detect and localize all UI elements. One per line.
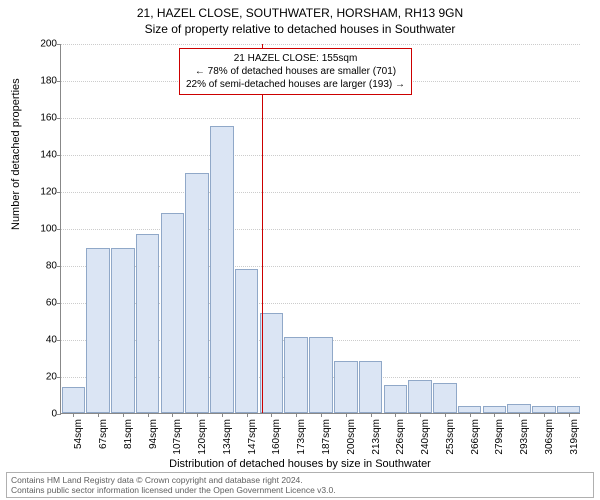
x-tick-label: 279sqm	[494, 419, 505, 455]
y-tick-label: 180	[40, 76, 57, 87]
histogram-bar	[86, 248, 110, 413]
y-tick-label: 120	[40, 187, 57, 198]
histogram-bar	[507, 404, 531, 413]
histogram-bar	[458, 406, 482, 413]
y-tick-label: 80	[46, 261, 57, 272]
gridline	[61, 229, 580, 230]
histogram-bar	[210, 126, 234, 413]
y-tick-label: 100	[40, 224, 57, 235]
x-tick-label: 213sqm	[371, 419, 382, 455]
histogram-bar	[235, 269, 259, 413]
histogram-bar	[136, 234, 160, 413]
gridline	[61, 192, 580, 193]
attribution-box: Contains HM Land Registry data © Crown c…	[6, 472, 594, 498]
annotation-line1: 21 HAZEL CLOSE: 155sqm	[186, 52, 405, 65]
x-tick-label: 67sqm	[98, 419, 109, 449]
gridline	[61, 155, 580, 156]
y-tick-label: 140	[40, 150, 57, 161]
chart-container: 21, HAZEL CLOSE, SOUTHWATER, HORSHAM, RH…	[0, 0, 600, 500]
histogram-bar	[284, 337, 308, 413]
x-tick-label: 173sqm	[296, 419, 307, 455]
annotation-box: 21 HAZEL CLOSE: 155sqm← 78% of detached …	[179, 48, 412, 95]
x-tick-label: 319sqm	[569, 419, 580, 455]
y-tick-label: 40	[46, 335, 57, 346]
x-tick-label: 253sqm	[445, 419, 456, 455]
y-tick-label: 200	[40, 39, 57, 50]
histogram-bar	[532, 406, 556, 413]
y-tick-label: 160	[40, 113, 57, 124]
plot-area: 02040608010012014016018020054sqm67sqm81s…	[60, 44, 580, 414]
annotation-line2: ← 78% of detached houses are smaller (70…	[186, 65, 405, 78]
histogram-bar	[384, 385, 408, 413]
y-tick-label: 0	[51, 409, 57, 420]
annotation-line3: 22% of semi-detached houses are larger (…	[186, 78, 405, 91]
histogram-bar	[359, 361, 383, 413]
x-tick-label: 54sqm	[73, 419, 84, 449]
x-tick-label: 147sqm	[247, 419, 258, 455]
y-tick-label: 20	[46, 372, 57, 383]
x-tick-label: 134sqm	[222, 419, 233, 455]
x-tick-label: 293sqm	[519, 419, 530, 455]
histogram-bar	[334, 361, 358, 413]
x-tick-label: 81sqm	[123, 419, 134, 449]
gridline	[61, 44, 580, 45]
marker-line	[262, 44, 263, 413]
attribution-line2: Contains public sector information licen…	[11, 485, 589, 495]
histogram-bar	[260, 313, 284, 413]
x-tick-label: 94sqm	[148, 419, 159, 449]
attribution-line1: Contains HM Land Registry data © Crown c…	[11, 475, 589, 485]
histogram-bar	[161, 213, 185, 413]
y-axis-label: Number of detached properties	[10, 78, 22, 230]
histogram-bar	[62, 387, 86, 413]
histogram-bar	[111, 248, 135, 413]
x-tick-label: 120sqm	[197, 419, 208, 455]
histogram-bar	[433, 383, 457, 413]
y-tick-label: 60	[46, 298, 57, 309]
x-tick-label: 107sqm	[172, 419, 183, 455]
histogram-bar	[185, 173, 209, 414]
histogram-bar	[557, 406, 581, 413]
chart-title-main: 21, HAZEL CLOSE, SOUTHWATER, HORSHAM, RH…	[0, 6, 600, 20]
x-tick-label: 226sqm	[395, 419, 406, 455]
x-tick-label: 240sqm	[420, 419, 431, 455]
x-tick-label: 187sqm	[321, 419, 332, 455]
histogram-bar	[408, 380, 432, 413]
histogram-bar	[483, 406, 507, 413]
x-tick-label: 160sqm	[271, 419, 282, 455]
x-tick-label: 306sqm	[544, 419, 555, 455]
x-tick-label: 266sqm	[470, 419, 481, 455]
x-axis-label: Distribution of detached houses by size …	[0, 458, 600, 470]
gridline	[61, 118, 580, 119]
histogram-bar	[309, 337, 333, 413]
chart-title-sub: Size of property relative to detached ho…	[0, 22, 600, 36]
x-tick-label: 200sqm	[346, 419, 357, 455]
